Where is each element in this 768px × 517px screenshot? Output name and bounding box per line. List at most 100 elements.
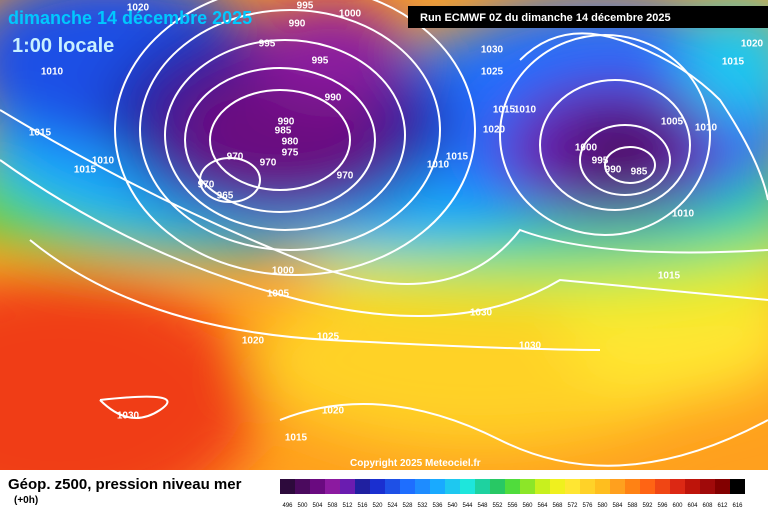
scale-label: 544 <box>462 503 473 509</box>
run: Run ECMWF 0Z du dimanche 14 décembre 202… <box>420 12 671 24</box>
scale-label: 528 <box>402 503 413 509</box>
time: 1:00 locale <box>12 35 114 57</box>
scale-label: 600 <box>672 503 683 509</box>
isobar-label: 1020 <box>741 39 764 50</box>
scale-label: 512 <box>342 503 353 509</box>
scale-swatch <box>625 479 640 494</box>
isobar-label: 995 <box>297 1 314 12</box>
isobar-label: 1030 <box>519 341 542 352</box>
isobar-label: 1020 <box>127 3 150 14</box>
isobar-label: 1015 <box>285 433 308 444</box>
isobar-label: 1005 <box>267 289 290 300</box>
isobar-label: 1030 <box>117 411 140 422</box>
isobar-label: 1020 <box>242 336 265 347</box>
scale-label: 516 <box>357 503 368 509</box>
footer-title: Géop. z500, pression niveau mer <box>8 476 242 493</box>
scale-swatch <box>505 479 520 494</box>
scale-swatch <box>310 479 325 494</box>
isobar-label: 985 <box>275 126 292 137</box>
scale-label: 572 <box>567 503 578 509</box>
isobar-label: 995 <box>312 56 329 67</box>
scale-label: 556 <box>507 503 518 509</box>
date: dimanche 14 décembre 2025 <box>8 8 252 28</box>
isobar-label: 1025 <box>481 67 504 78</box>
scale-swatch <box>565 479 580 494</box>
scale-swatch <box>595 479 610 494</box>
isobar-label: 1010 <box>672 209 695 220</box>
isobar-label: 990 <box>289 19 306 30</box>
isobar-label: 965 <box>217 191 234 202</box>
isobar-label: 1000 <box>339 9 362 20</box>
isobar-label: 1010 <box>41 67 64 78</box>
scale-swatch <box>490 479 505 494</box>
color-scale: 496 500 504 508 512 516 520 524 528 532 536 540 544 5… <box>280 479 745 509</box>
isobar-label: 995 <box>592 156 609 167</box>
copyright: Copyright 2025 Meteociel.fr <box>350 458 481 469</box>
isobar-label: 990 <box>278 117 295 128</box>
scale-label: 588 <box>627 503 638 509</box>
isobars <box>0 0 768 467</box>
scale-swatch <box>400 479 415 494</box>
scale-swatch <box>445 479 460 494</box>
isobar-label: 990 <box>605 165 622 176</box>
isobar-label: 1015 <box>493 105 516 116</box>
scale-label: 500 <box>297 503 308 509</box>
isobar-label: 1010 <box>427 160 450 171</box>
scale-label: 536 <box>432 503 443 509</box>
isobar-label: 1005 <box>661 117 684 128</box>
scale-swatch <box>655 479 670 494</box>
footer-step: (+0h) <box>14 495 38 506</box>
scale-swatch <box>535 479 550 494</box>
isobar-label: 1020 <box>483 125 506 136</box>
isobar-label: 970 <box>337 171 354 182</box>
scale-label: 608 <box>702 503 713 509</box>
scale-swatch <box>385 479 400 494</box>
isobar-label: 1015 <box>658 271 681 282</box>
scale-swatch <box>685 479 700 494</box>
scale-label: 552 <box>492 503 503 509</box>
scale-swatch <box>715 479 730 494</box>
scale-label: 564 <box>537 503 548 509</box>
isobar-label: 1025 <box>317 332 340 343</box>
isobar-label: 1000 <box>272 266 295 277</box>
isobar-label: 975 <box>282 148 299 159</box>
scale-label: 616 <box>732 503 743 509</box>
isobar-label: 1030 <box>470 308 493 319</box>
isobar-label: 990 <box>325 93 342 104</box>
isobar-label: 1020 <box>322 406 345 417</box>
scale-label: 504 <box>312 503 323 509</box>
isobar-labels: 1020 995100099099599510109901030102510201… <box>29 1 764 444</box>
isobar-label: 1015 <box>29 128 52 139</box>
scale-label: 612 <box>717 503 728 509</box>
scale-label: 540 <box>447 503 458 509</box>
isobar-label: 995 <box>259 39 276 50</box>
isobar-label: 985 <box>631 167 648 178</box>
scale-label: 592 <box>642 503 653 509</box>
scale-label: 604 <box>687 503 698 509</box>
scale-label: 508 <box>327 503 338 509</box>
scale-swatch <box>640 479 655 494</box>
scale-swatch <box>355 479 370 494</box>
isobar-label: 970 <box>260 158 277 169</box>
scale-swatch <box>325 479 340 494</box>
scale-swatch <box>520 479 535 494</box>
scale-swatch <box>340 479 355 494</box>
isobar-label: 1030 <box>481 45 504 56</box>
isobar-label: 1010 <box>92 156 115 167</box>
scale-label: 532 <box>417 503 428 509</box>
scale-label: 576 <box>582 503 593 509</box>
scale-label: 496 <box>282 503 293 509</box>
scale-swatch <box>730 479 745 494</box>
isobar-label: 970 <box>227 152 244 163</box>
run-box <box>408 6 768 28</box>
scale-label: 584 <box>612 503 623 509</box>
scale-swatch <box>295 479 310 494</box>
isobar-label: 1015 <box>722 57 745 68</box>
isobar-label: 1000 <box>575 143 598 154</box>
scale-label: 548 <box>477 503 488 509</box>
scale-label: 524 <box>387 503 398 509</box>
scale-swatch <box>460 479 475 494</box>
scale-swatch <box>610 479 625 494</box>
